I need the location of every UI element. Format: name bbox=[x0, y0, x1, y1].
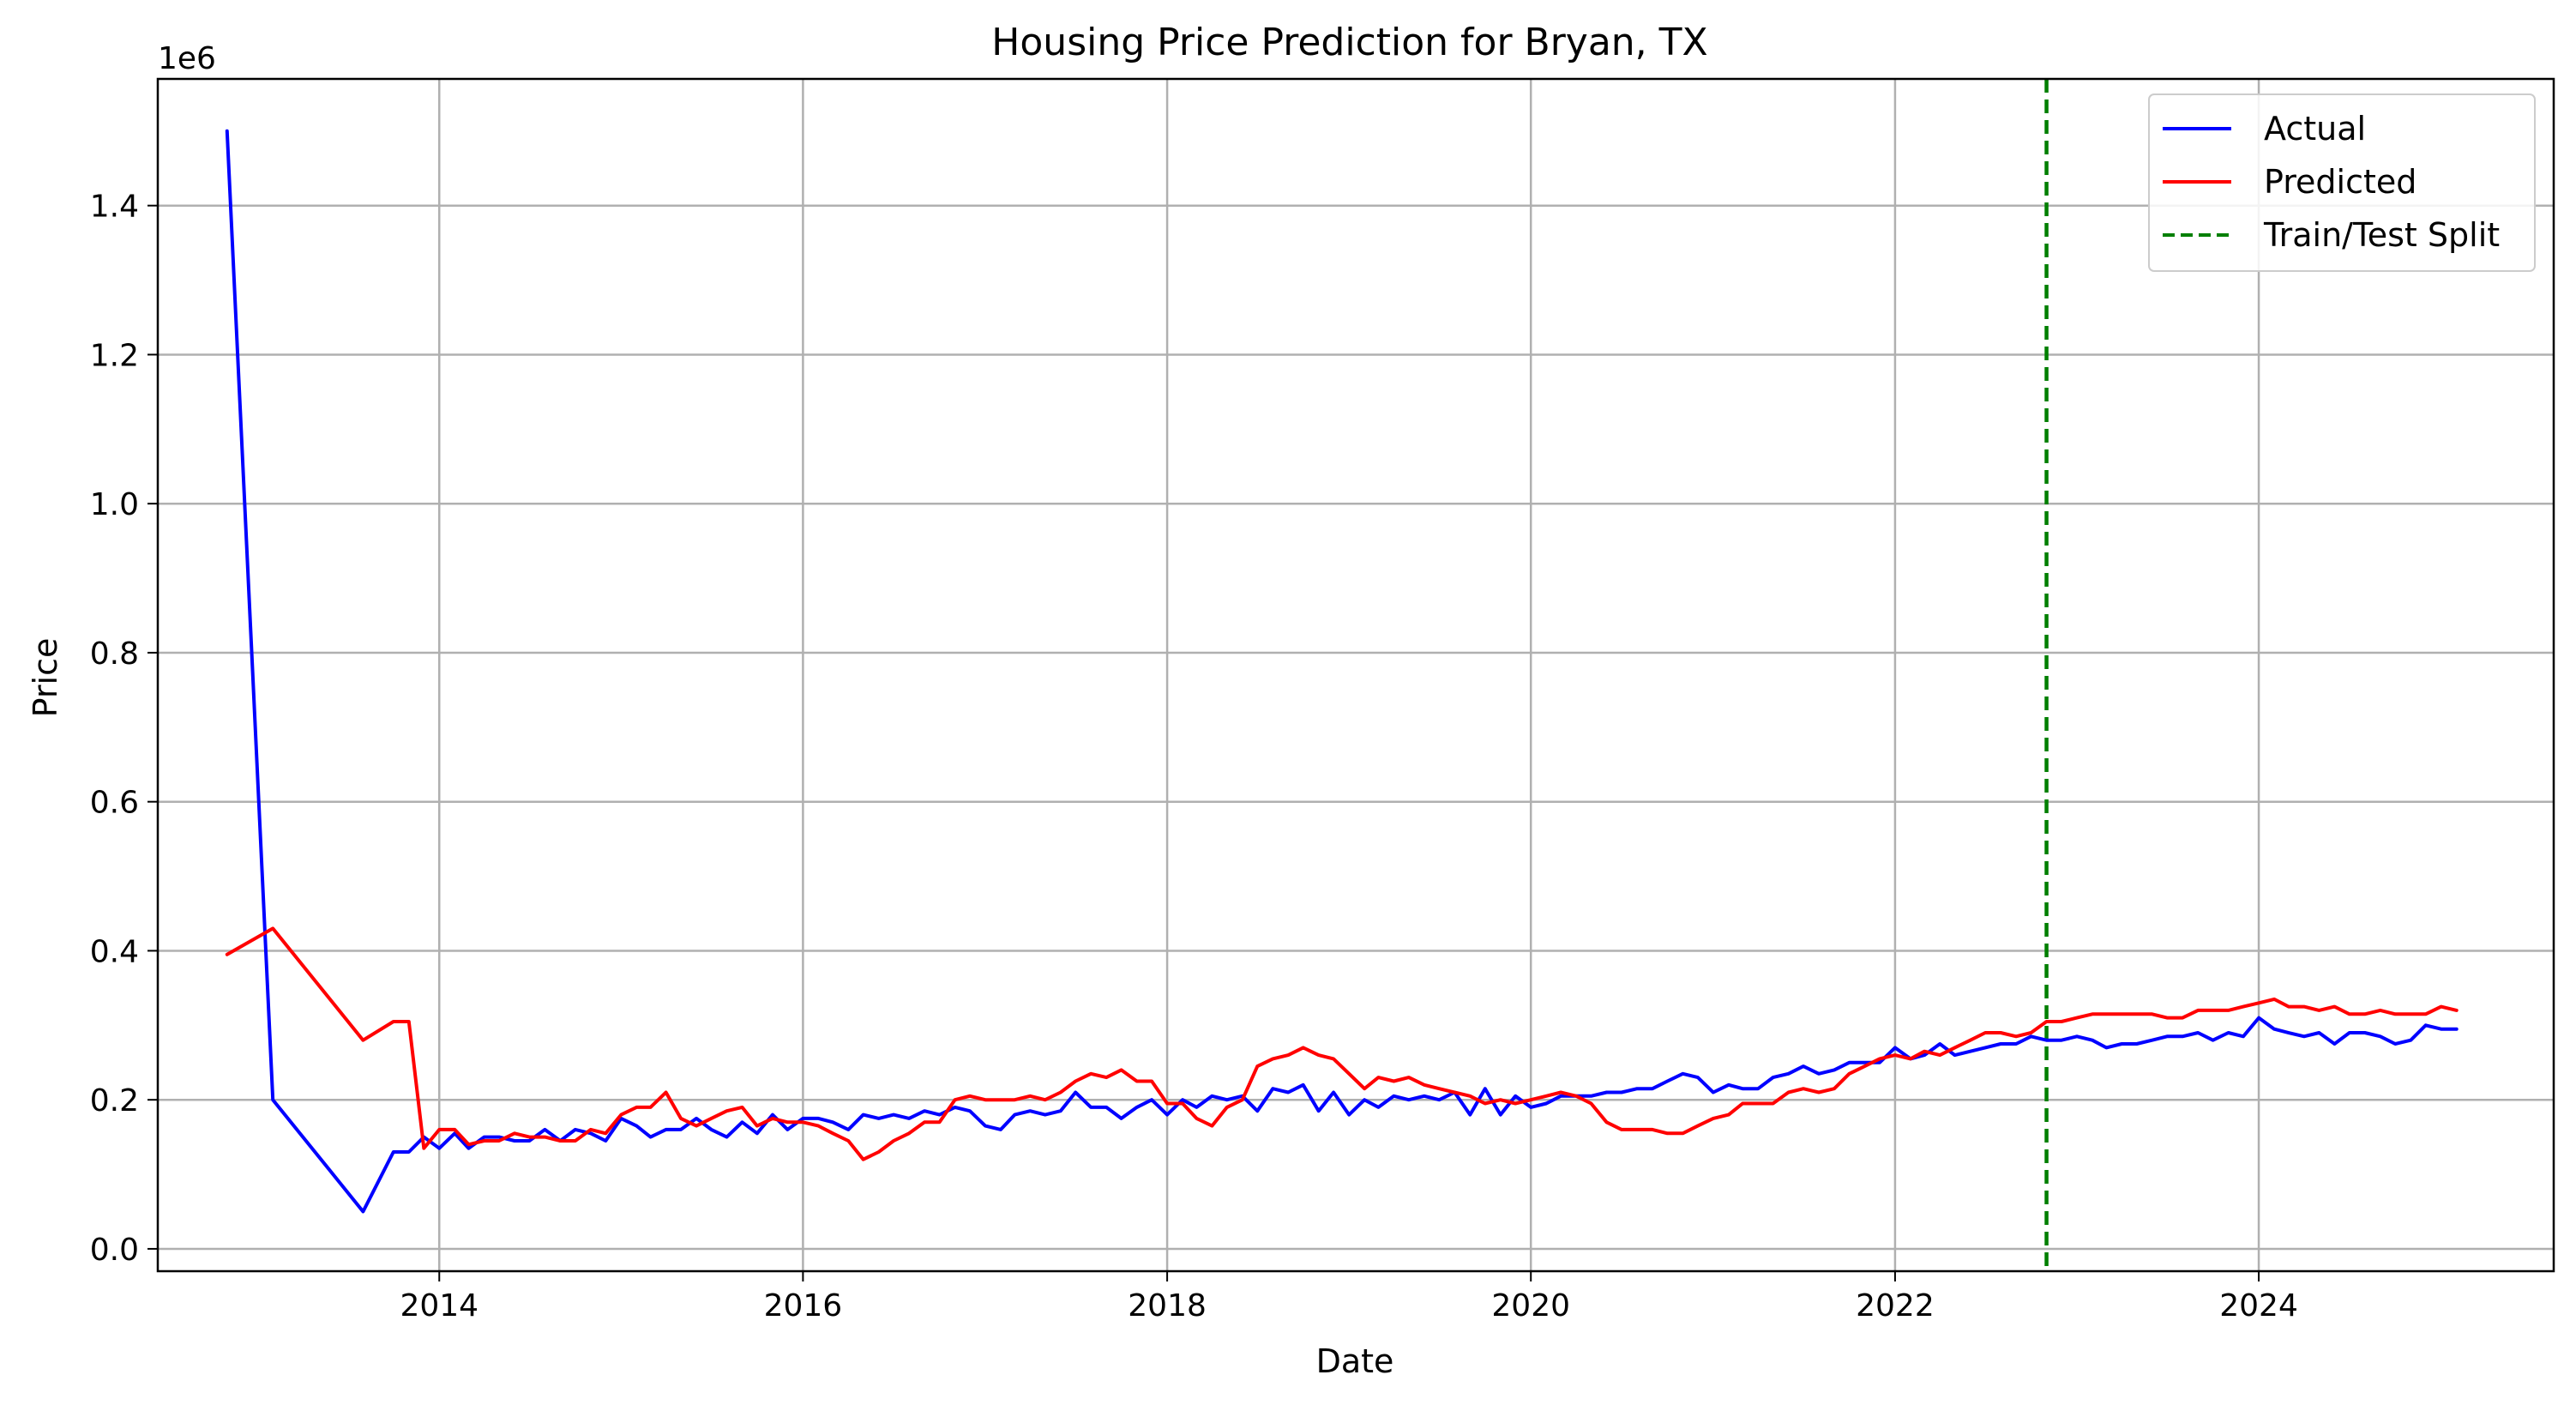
y-tick-label: 1.0 bbox=[90, 487, 139, 522]
y-tick-label: 1.4 bbox=[90, 190, 139, 225]
y-tick-label: 0.0 bbox=[90, 1233, 139, 1268]
x-axis-label: Date bbox=[1316, 1342, 1394, 1380]
legend-box bbox=[2148, 93, 2536, 272]
legend-label-actual: Actual bbox=[2264, 110, 2366, 148]
y-tick-label: 0.2 bbox=[90, 1083, 139, 1119]
x-tick-label: 2020 bbox=[1491, 1288, 1570, 1324]
plot-frame bbox=[156, 77, 2555, 1273]
legend-label-predicted: Predicted bbox=[2264, 163, 2417, 201]
y-axis-ticks: 0.0 0.2 0.4 0.6 0.8 1.0 1.2 1.4 bbox=[90, 190, 158, 1268]
x-tick-label: 2024 bbox=[2219, 1288, 2298, 1324]
legend-label-train-test-split: Train/Test Split bbox=[2263, 216, 2500, 254]
y-tick-label: 0.6 bbox=[90, 786, 139, 821]
y-tick-label: 1.2 bbox=[90, 338, 139, 373]
y-tick-label: 0.4 bbox=[90, 934, 139, 969]
series-layer bbox=[225, 129, 2459, 1214]
series-line-predicted bbox=[225, 926, 2459, 1161]
y-axis-scale-label: 1e6 bbox=[158, 41, 216, 76]
legend: Actual Predicted Train/Test Split bbox=[2148, 93, 2536, 272]
x-tick-label: 2018 bbox=[1128, 1288, 1207, 1324]
x-axis-ticks: 2014 2016 2018 2020 2022 2024 bbox=[400, 1271, 2298, 1324]
x-tick-label: 2016 bbox=[764, 1288, 843, 1324]
x-tick-label: 2014 bbox=[400, 1288, 478, 1324]
x-tick-label: 2022 bbox=[1856, 1288, 1935, 1324]
grid bbox=[158, 79, 2554, 1271]
y-axis-label: Price bbox=[27, 638, 64, 718]
chart-title: Housing Price Prediction for Bryan, TX bbox=[991, 21, 1707, 64]
y-tick-label: 0.8 bbox=[90, 636, 139, 672]
series-line-actual bbox=[225, 129, 2459, 1214]
